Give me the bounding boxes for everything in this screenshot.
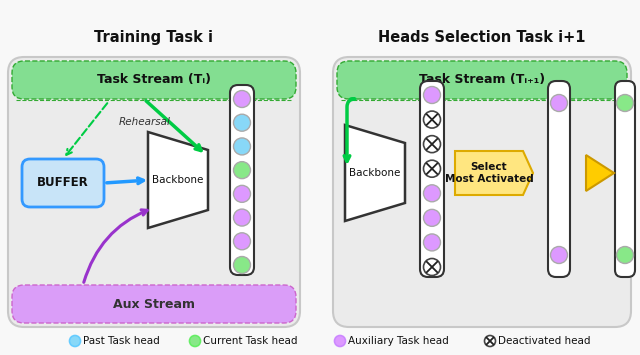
Polygon shape [586,155,614,191]
Circle shape [424,234,440,251]
FancyBboxPatch shape [615,81,635,277]
Circle shape [234,138,250,155]
Circle shape [424,160,440,177]
Text: Backbone: Backbone [349,168,401,178]
FancyBboxPatch shape [548,81,570,277]
Text: Past Task head: Past Task head [83,336,160,346]
Circle shape [234,185,250,202]
Text: Rehearsal: Rehearsal [119,117,171,127]
FancyBboxPatch shape [337,61,627,99]
FancyBboxPatch shape [230,85,254,275]
Circle shape [484,335,495,346]
Text: Current Task head: Current Task head [203,336,298,346]
Circle shape [550,94,568,111]
Text: Heads Selection Task i+1: Heads Selection Task i+1 [378,30,586,45]
Polygon shape [345,125,405,221]
FancyBboxPatch shape [22,159,104,207]
Circle shape [424,185,440,202]
FancyBboxPatch shape [12,61,296,99]
FancyBboxPatch shape [420,81,444,277]
Text: Training Task i: Training Task i [95,30,214,45]
Circle shape [234,162,250,179]
Circle shape [424,209,440,226]
Circle shape [424,258,440,275]
Circle shape [424,87,440,104]
Circle shape [424,136,440,153]
Circle shape [616,94,634,111]
Circle shape [234,209,250,226]
Polygon shape [455,151,533,195]
Circle shape [70,335,81,346]
Circle shape [234,233,250,250]
FancyBboxPatch shape [12,61,296,99]
Circle shape [189,335,200,346]
Text: Auxiliary Task head: Auxiliary Task head [348,336,449,346]
Text: Aux Stream: Aux Stream [113,297,195,311]
FancyBboxPatch shape [337,61,627,99]
FancyBboxPatch shape [12,285,296,323]
Polygon shape [148,132,208,228]
Circle shape [616,246,634,263]
Circle shape [335,335,346,346]
Circle shape [234,91,250,108]
Circle shape [234,257,250,273]
Text: Backbone: Backbone [152,175,204,185]
FancyBboxPatch shape [333,57,631,327]
Text: Select
Most Activated: Select Most Activated [445,162,533,184]
Circle shape [424,111,440,128]
Circle shape [550,246,568,263]
Circle shape [234,114,250,131]
FancyBboxPatch shape [8,57,300,327]
Text: Task Stream (Tᵢ₊₁): Task Stream (Tᵢ₊₁) [419,73,545,87]
FancyBboxPatch shape [12,285,296,323]
Text: Deactivated head: Deactivated head [498,336,591,346]
Text: BUFFER: BUFFER [37,176,89,190]
Text: Task Stream (Tᵢ): Task Stream (Tᵢ) [97,73,211,87]
